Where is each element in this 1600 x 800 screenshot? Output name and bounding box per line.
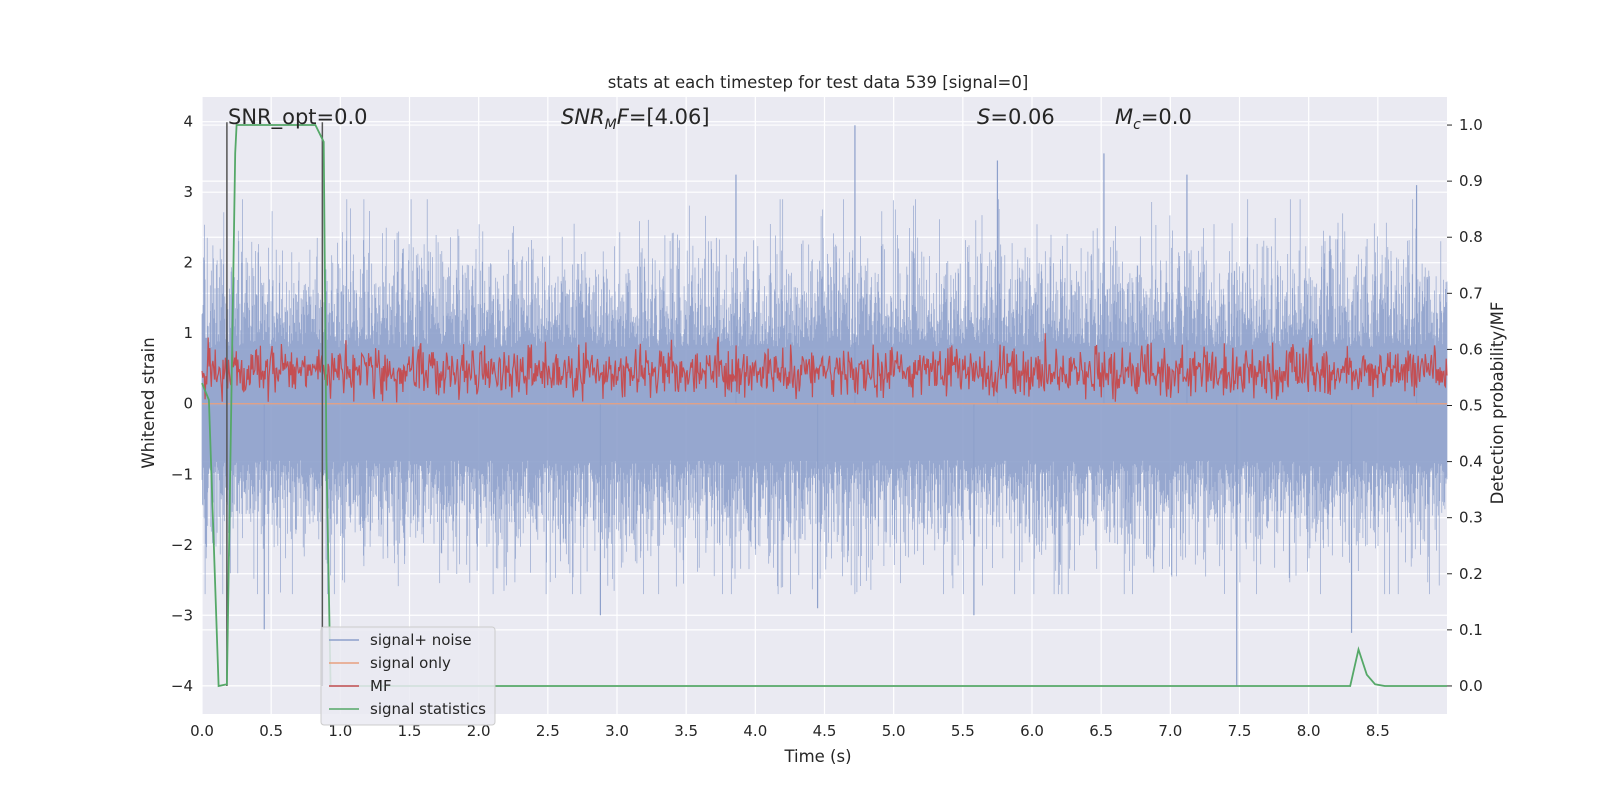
mf-trace: [201, 333, 1448, 403]
mf-series: [201, 333, 1448, 403]
x-tick-label: 4.5: [813, 722, 837, 740]
y2-tick-label: 0.7: [1459, 284, 1483, 302]
snr-opt-annotation: SNR_opt=0.0: [228, 105, 368, 130]
y-tick-label: 3: [183, 183, 193, 201]
snr-mf-symbol: SNR: [561, 105, 605, 129]
y-axis-label: Whitened strain: [139, 337, 158, 468]
mc-annotation: Mc=0.0: [1115, 105, 1192, 133]
signal-noise-series: [201, 125, 1448, 686]
legend-label-signal-statistics: signal statistics: [370, 700, 486, 718]
x-axis-label: Time (s): [783, 747, 851, 766]
y-tick-label: −4: [171, 677, 193, 695]
chart-title: stats at each timestep for test data 539…: [608, 73, 1029, 92]
legend: signal+ noise signal only MF signal stat…: [320, 626, 496, 726]
y2-tick-label: 0.3: [1459, 509, 1483, 527]
signal-noise-trace: [201, 199, 1448, 595]
x-tick-label: 8.0: [1297, 722, 1321, 740]
legend-label-signal-only: signal only: [370, 654, 451, 672]
x-tick-label: 1.0: [328, 722, 352, 740]
x-tick-label: 7.0: [1158, 722, 1182, 740]
snr-mf-subscript: M: [605, 117, 617, 133]
y-tick-label: 1: [183, 324, 193, 342]
y-tick-label: 0: [183, 395, 193, 413]
y2-tick-label: 0.6: [1459, 340, 1483, 358]
y-tick-label: −2: [171, 536, 193, 554]
x-tick-label: 2.0: [467, 722, 491, 740]
y-tick-label: −3: [171, 606, 193, 624]
legend-label-mf: MF: [370, 677, 392, 695]
x-tick-label: 6.5: [1089, 722, 1113, 740]
legend-label-signal-noise: signal+ noise: [370, 631, 472, 649]
snr-mf-annotation: SNRMF=[4.06]: [561, 105, 710, 133]
y2-tick-label: 0.1: [1459, 621, 1483, 639]
y-tick-label: 4: [183, 113, 193, 131]
marker-lines: [226, 122, 324, 686]
y2-axis-label: Detection probability/MF: [1488, 302, 1507, 505]
legend-box: [320, 626, 496, 726]
x-tick-label: 8.5: [1366, 722, 1390, 740]
snr-mf-value: =[4.06]: [629, 105, 710, 129]
x-tick-label: 1.5: [398, 722, 422, 740]
x-tick-label: 2.5: [536, 722, 560, 740]
mc-value: =0.0: [1141, 105, 1192, 129]
mc-subscript: c: [1133, 117, 1141, 133]
y2-axis-ticks: 1.0 0.9 0.8 0.7 0.6 0.5 0.4 0.3 0.2 0.1 0.0: [1447, 116, 1483, 695]
y2-tick-label: 0.2: [1459, 565, 1483, 583]
s-annotation: S=0.06: [977, 105, 1055, 129]
y2-tick-label: 0.8: [1459, 228, 1483, 246]
s-symbol: S: [977, 105, 990, 129]
x-tick-label: 7.5: [1228, 722, 1252, 740]
y2-tick-label: 0.5: [1459, 397, 1483, 415]
y2-tick-label: 0.0: [1459, 677, 1483, 695]
y-tick-label: 2: [183, 254, 193, 272]
x-tick-label: 5.0: [882, 722, 906, 740]
y-axis-ticks: 4 3 2 1 0 −1 −2 −3 −4: [171, 113, 193, 695]
x-axis-ticks: 0.0 0.5 1.0 1.5 2.0 2.5 3.0 3.5 4.0 4.5 5.0 5.5 6.0 6…: [190, 722, 1390, 740]
x-tick-label: 6.0: [1020, 722, 1044, 740]
signal-statistics-trace: [201, 124, 1447, 688]
signal-statistics-series: [201, 124, 1447, 688]
x-tick-label: 5.5: [951, 722, 975, 740]
y-tick-label: −1: [171, 465, 193, 483]
y2-tick-label: 1.0: [1459, 116, 1483, 134]
x-tick-label: 4.0: [743, 722, 767, 740]
x-tick-label: 3.5: [674, 722, 698, 740]
y2-tick-label: 0.4: [1459, 453, 1483, 471]
x-tick-label: 0.0: [190, 722, 214, 740]
mc-symbol: M: [1115, 105, 1133, 129]
x-tick-label: 0.5: [259, 722, 283, 740]
s-value: =0.06: [990, 105, 1054, 129]
x-tick-label: 3.0: [605, 722, 629, 740]
y2-tick-label: 0.9: [1459, 172, 1483, 190]
snr-mf-tail: F: [617, 105, 630, 129]
